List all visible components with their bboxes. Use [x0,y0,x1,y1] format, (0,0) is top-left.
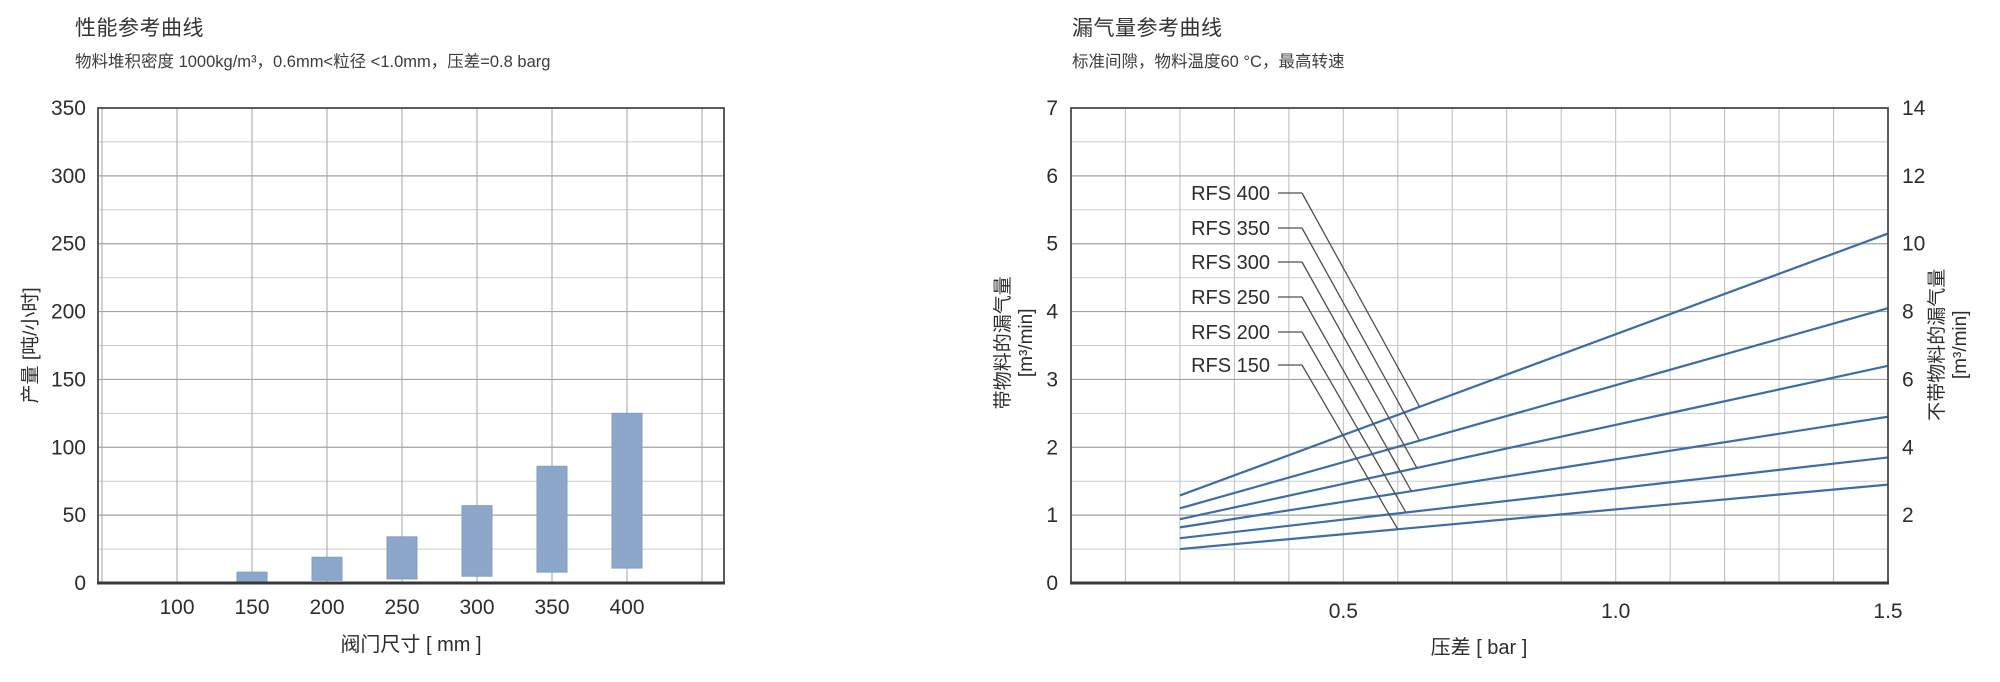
x-tick-label: 300 [459,596,494,619]
series-line-RFS-400 [1179,232,1889,497]
bar-250 [386,536,418,580]
x-tick-label: 0.5 [1329,600,1358,623]
y-tick-label: 250 [51,233,86,256]
right-chart-right-axis-title-line2: [m³/min] [1950,310,1971,380]
series-label-RFS-150: RFS 150 [1191,355,1270,377]
y-tick-label-left: 1 [1046,504,1058,527]
y-tick-label: 50 [63,504,86,527]
leader-line [1301,192,1421,408]
right-chart-left-axis-title: 带物料的漏气量 [m³/min] [993,193,1039,493]
leader-line [1301,261,1418,469]
y-tick-label-left: 7 [1046,97,1058,120]
y-tick-label-left: 3 [1046,368,1058,391]
y-tick-label: 150 [51,368,86,391]
bar-200 [311,556,343,581]
series-label-RFS-350: RFS 350 [1191,218,1270,240]
y-tick-label: 100 [51,436,86,459]
left-chart-y-axis-title: 产量 [吨/小时] [20,287,42,404]
series-line-RFS-200 [1179,456,1889,540]
right-chart-right-axis-title: 不带物料的漏气量 [m³/min] [1927,195,1973,495]
series-label-RFS-250: RFS 250 [1191,287,1270,309]
right-chart-right-y-tick-labels: 2 4 6 8 10 12 14 [1902,97,1926,527]
right-chart-series-annotations: RFS 400 RFS 350 RFS 300 RFS 250 RFS 200 RFS 1… [1191,183,1421,530]
y-tick-label-right: 14 [1902,97,1926,120]
y-tick-label-right: 2 [1902,504,1914,527]
left-chart-gridlines [98,108,724,583]
y-tick-label-left: 5 [1046,233,1058,256]
left-chart-y-tick-labels: 0 50 100 150 200 250 300 350 [51,97,86,595]
x-tick-label: 250 [384,596,419,619]
right-chart-left-axis-title-line2: [m³/min] [1016,308,1037,378]
left-chart-subtitle: 物料堆积密度 1000kg/m³，0.6mm<粒径 <1.0mm，压差=0.8 … [75,53,551,71]
x-tick-label: 200 [309,596,344,619]
y-tick-label: 350 [51,97,86,120]
right-chart-subtitle: 标准间隙，物料温度60 °C，最高转速 [1072,53,1345,71]
series-label-RFS-300: RFS 300 [1191,252,1270,274]
left-chart-bars [236,412,643,584]
y-tick-label-right: 10 [1902,233,1925,256]
y-tick-label: 300 [51,165,86,188]
series-label-RFS-200: RFS 200 [1191,322,1270,344]
y-tick-label-right: 8 [1902,301,1914,324]
series-line-RFS-350 [1179,307,1889,510]
leader-line [1301,227,1421,441]
left-chart-title: 性能参考曲线 [75,17,204,40]
series-line-RFS-150 [1179,483,1889,551]
right-chart-title: 漏气量参考曲线 [1072,17,1223,40]
right-chart-series-lines [1179,232,1889,551]
series-line-RFS-300 [1179,364,1889,521]
right-chart-right-axis-title-line1: 不带物料的漏气量 [1927,268,1949,421]
right-chart-plot: RFS 400 RFS 350 RFS 300 RFS 250 RFS 200 RFS 1… [1046,97,1925,623]
leader-line [1301,364,1399,530]
y-tick-label-left: 2 [1046,436,1058,459]
left-chart-x-tick-labels: 100 150 200 250 300 350 400 [159,596,644,619]
x-tick-label: 350 [534,596,569,619]
bar-350 [536,465,568,573]
right-chart-left-axis-title-line1: 带物料的漏气量 [993,276,1015,410]
right-chart-x-axis-title: 压差 [ bar ] [1430,637,1528,659]
series-line-RFS-250 [1179,415,1889,529]
leader-line [1301,296,1412,492]
right-chart-x-tick-labels: 0.5 1.0 1.5 [1329,600,1903,623]
y-tick-label: 0 [74,572,86,595]
x-tick-label: 100 [159,596,194,619]
right-chart-gridlines [1071,108,1888,583]
bar-150 [236,571,268,584]
left-chart-x-axis-title: 阀门尺寸 [ mm ] [340,634,482,656]
y-tick-label-right: 12 [1902,165,1925,188]
y-tick-label: 200 [51,301,86,324]
bar-300 [461,505,493,577]
x-tick-label: 400 [609,596,644,619]
y-tick-label-left: 4 [1046,301,1058,324]
y-tick-label-right: 6 [1902,368,1914,391]
x-tick-label: 1.0 [1601,600,1630,623]
y-tick-label-left: 0 [1046,572,1058,595]
x-tick-label: 150 [234,596,269,619]
series-label-RFS-400: RFS 400 [1191,183,1270,205]
y-tick-label-right: 4 [1902,436,1914,459]
left-chart-plot: 0 50 100 150 200 250 300 350 100 150 200 250 300 350 4… [51,97,725,619]
right-chart-left-y-tick-labels: 0 1 2 3 4 5 6 7 [1046,97,1058,595]
bar-400 [611,412,643,569]
leader-line [1301,331,1407,513]
y-tick-label-left: 6 [1046,165,1058,188]
x-tick-label: 1.5 [1873,600,1902,623]
